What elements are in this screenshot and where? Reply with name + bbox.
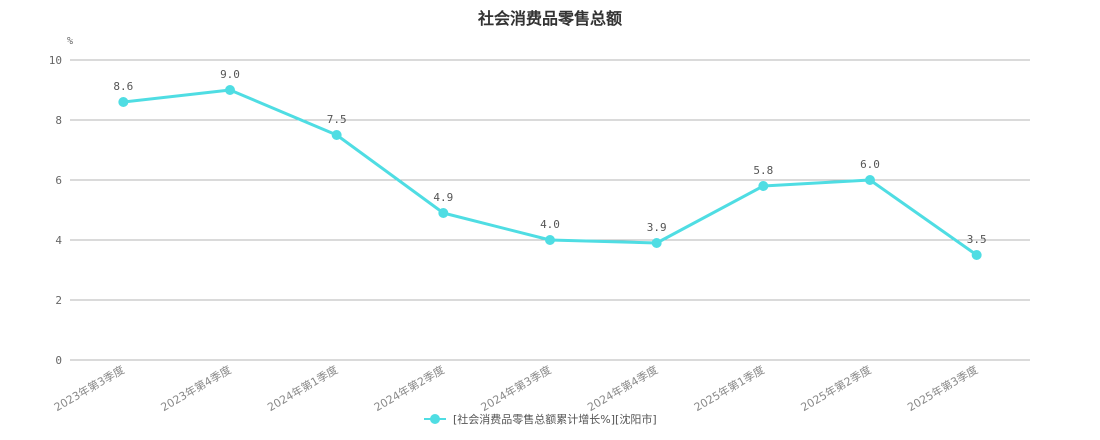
y-tick-label: 4 (55, 234, 62, 247)
data-label: 4.9 (433, 191, 453, 204)
data-point (225, 85, 235, 95)
data-label: 3.5 (967, 233, 987, 246)
data-point (865, 175, 875, 185)
x-tick-label: 2024年第2季度 (371, 362, 446, 414)
series-layer (118, 85, 982, 260)
y-axis-ticks: 0 2 4 6 8 10 (49, 54, 63, 367)
x-tick-label: 2023年第4季度 (158, 362, 233, 414)
data-label: 5.8 (753, 164, 773, 177)
data-label: 8.6 (113, 80, 133, 93)
data-point (651, 238, 662, 248)
chart-title: 社会消费品零售总额 (477, 9, 622, 28)
gridlines (70, 59, 1030, 361)
data-point (438, 208, 449, 218)
y-tick-label: 2 (55, 294, 62, 307)
data-label: 9.0 (220, 68, 240, 81)
y-axis-unit-label: % (67, 36, 73, 47)
x-tick-label: 2025年第3季度 (905, 362, 980, 414)
y-tick-label: 10 (49, 54, 62, 67)
data-point (331, 130, 342, 140)
data-point (758, 181, 769, 191)
y-tick-label: 8 (55, 114, 62, 127)
x-tick-label: 2024年第3季度 (478, 362, 553, 414)
y-tick-label: 0 (55, 354, 62, 367)
legend-label: [社会消费品零售总额累计增长%][沈阳市] (453, 412, 657, 426)
data-label: 6.0 (860, 158, 880, 171)
x-tick-label: 2025年第2季度 (798, 362, 873, 414)
x-tick-label: 2025年第1季度 (691, 362, 766, 414)
data-label: 4.0 (540, 218, 560, 231)
x-tick-label: 2024年第4季度 (585, 362, 660, 414)
data-label: 7.5 (327, 113, 347, 126)
x-tick-label: 2024年第1季度 (265, 362, 340, 414)
data-point (545, 235, 555, 245)
legend-marker-icon (430, 414, 440, 424)
y-tick-label: 6 (55, 174, 62, 187)
legend[interactable]: [社会消费品零售总额累计增长%][沈阳市] (424, 412, 657, 426)
data-point (118, 97, 129, 107)
data-point (971, 250, 982, 260)
x-tick-label: 2023年第3季度 (51, 362, 126, 414)
x-axis-ticks: 2023年第3季度 2023年第4季度 2024年第1季度 2024年第2季度 2024… (51, 362, 980, 414)
data-labels: 8.6 9.0 7.5 4.9 4.0 3.9 5.8 6.0 3.5 (113, 68, 986, 246)
data-label: 3.9 (647, 221, 667, 234)
